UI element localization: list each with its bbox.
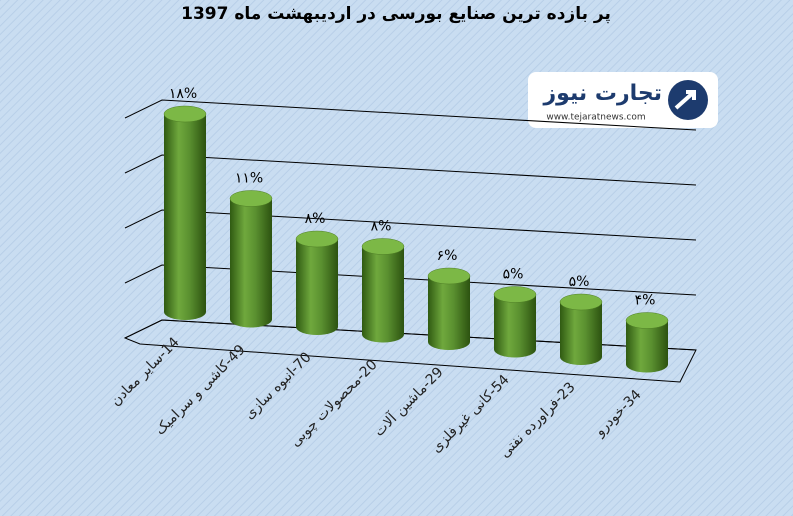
- bar-body: [230, 198, 272, 328]
- bar-top: [229, 190, 273, 207]
- value-label: ۸%: [371, 219, 392, 235]
- bar-body: [164, 114, 206, 320]
- bar: [229, 190, 273, 328]
- value-label: ۶%: [437, 248, 458, 264]
- value-label: ۵%: [569, 274, 590, 290]
- logo-url: www.tejaratnews.com: [546, 113, 645, 123]
- grid-line: [124, 99, 697, 131]
- floor: [123, 319, 697, 383]
- bar-body: [362, 246, 404, 343]
- bar-top: [559, 293, 603, 311]
- bar-top: [625, 312, 669, 329]
- value-label: ۱۸%: [169, 86, 197, 102]
- chart-title: پر بازده ترین صنایع بورسی در اردیبهشت ما…: [181, 4, 611, 24]
- grid-line: [124, 209, 697, 241]
- bar-top: [361, 238, 405, 255]
- value-label: ۸%: [305, 211, 326, 227]
- value-label: ۱۱%: [235, 171, 263, 187]
- bar: [625, 312, 669, 373]
- bar-top: [295, 230, 339, 248]
- bar: [361, 238, 405, 343]
- bar-top: [427, 267, 471, 285]
- grid-line: [124, 154, 697, 186]
- bar: [559, 293, 603, 365]
- bar-body: [626, 320, 668, 373]
- bar-top: [163, 105, 207, 123]
- value-label: ۴%: [635, 293, 656, 309]
- bar: [295, 230, 339, 335]
- bar-body: [494, 294, 536, 358]
- logo-box: [528, 72, 718, 128]
- bar-body: [560, 302, 602, 365]
- grid-line: [124, 264, 697, 296]
- bar: [163, 105, 207, 320]
- value-label: ۵%: [503, 267, 524, 283]
- bar-body: [296, 239, 338, 335]
- logo-text: تجارت نیوز: [542, 81, 662, 106]
- logo-arrow: [674, 90, 696, 110]
- bar-body: [428, 276, 470, 350]
- bar-top: [493, 286, 537, 303]
- bar: [427, 267, 471, 350]
- bar: [493, 286, 537, 358]
- logo: تجارت نیوز www.tejaratnews.com: [528, 72, 718, 128]
